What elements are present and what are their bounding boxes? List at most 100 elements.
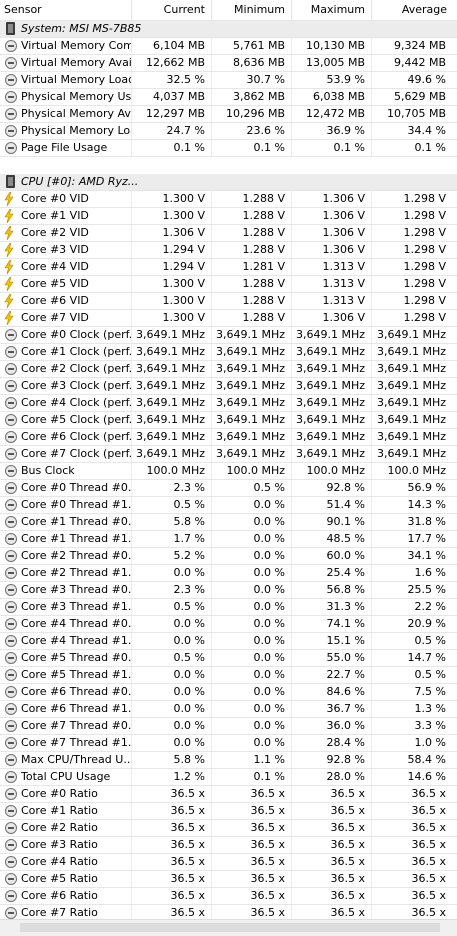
sensor-average: 1.298 V bbox=[403, 294, 446, 307]
sensor-row[interactable]: Page File Usage 0.1 % 0.1 % 0.1 % 0.1 % bbox=[0, 140, 457, 157]
gauge-icon bbox=[5, 125, 17, 137]
sensor-average: 3,649.1 MHz bbox=[376, 396, 446, 409]
sensor-row[interactable]: Core #2 Clock (perf... 3,649.1 MHz 3,649.1… bbox=[0, 361, 457, 378]
sensor-name: Core #6 Thread #0... bbox=[0, 684, 132, 700]
sensor-row[interactable]: Total CPU Usage 1.2 % 0.1 % 28.0 % 14.6 % bbox=[0, 769, 457, 786]
sensor-row[interactable]: Core #7 Thread #1... 0.0 % 0.0 % 28.4 % 1.0 … bbox=[0, 735, 457, 752]
sensor-current: 1.7 % bbox=[132, 531, 212, 547]
sensor-row[interactable]: Core #1 Clock (perf... 3,649.1 MHz 3,649.1… bbox=[0, 344, 457, 361]
sensor-row[interactable]: Core #3 Thread #0... 2.3 % 0.0 % 56.8 % 25.5… bbox=[0, 582, 457, 599]
sensor-row[interactable]: Core #1 Thread #0... 5.8 % 0.0 % 90.1 % 31.8… bbox=[0, 514, 457, 531]
sensor-current: 1.306 V bbox=[132, 225, 212, 241]
sensor-row[interactable]: Core #1 Thread #1... 1.7 % 0.0 % 48.5 % 17.7… bbox=[0, 531, 457, 548]
sensor-row[interactable]: Core #6 Thread #0... 0.0 % 0.0 % 84.6 % 7.5 … bbox=[0, 684, 457, 701]
sensor-minimum: 0.5 % bbox=[212, 480, 292, 496]
sensor-row[interactable]: Core #4 Clock (perf... 3,649.1 MHz 3,649.1… bbox=[0, 395, 457, 412]
sensor-name: Core #7 Clock (perf... bbox=[0, 446, 132, 462]
spacer-row bbox=[0, 157, 457, 174]
sensor-current: 36.5 x bbox=[132, 905, 212, 921]
sensor-maximum: 74.1 % bbox=[292, 616, 372, 632]
sensor-maximum: 6,038 MB bbox=[292, 89, 372, 105]
sensor-row[interactable]: Core #7 Thread #0... 0.0 % 0.0 % 36.0 % 3.3 … bbox=[0, 718, 457, 735]
sensor-row[interactable]: Core #2 Ratio 36.5 x 36.5 x 36.5 x 36.5 x bbox=[0, 820, 457, 837]
sensor-maximum: 31.3 % bbox=[292, 599, 372, 615]
sensor-name: Core #7 Thread #1... bbox=[0, 735, 132, 751]
sensor-current: 0.5 % bbox=[132, 599, 212, 615]
sensor-row[interactable]: Core #6 Clock (perf... 3,649.1 MHz 3,649.1… bbox=[0, 429, 457, 446]
sensor-minimum: 36.5 x bbox=[212, 803, 292, 819]
sensor-minimum: 0.0 % bbox=[212, 565, 292, 581]
sensor-row[interactable]: Virtual Memory Com... 6,104 MB 5,761 MB 10,… bbox=[0, 38, 457, 55]
group-row[interactable]: CPU [#0]: AMD Ryz... bbox=[0, 174, 457, 191]
group-label: CPU [#0]: AMD Ryz... bbox=[21, 175, 139, 188]
sensor-row[interactable]: Core #5 Ratio 36.5 x 36.5 x 36.5 x 36.5 x bbox=[0, 871, 457, 888]
sensor-row[interactable]: Core #3 Clock (perf... 3,649.1 MHz 3,649.1… bbox=[0, 378, 457, 395]
sensor-row[interactable]: Core #4 Thread #1... 0.0 % 0.0 % 15.1 % 0.5 … bbox=[0, 633, 457, 650]
sensor-name: Core #0 Clock (perf... bbox=[0, 327, 132, 343]
sensor-row[interactable]: Max CPU/Thread U... 5.8 % 1.1 % 92.8 % 58.4 … bbox=[0, 752, 457, 769]
sensor-current: 3,649.1 MHz bbox=[132, 344, 212, 360]
sensor-row[interactable]: Core #1 VID 1.300 V 1.288 V 1.306 V 1.298 V bbox=[0, 208, 457, 225]
sensor-current: 2.3 % bbox=[132, 480, 212, 496]
sensor-row[interactable]: Core #0 Thread #1... 0.5 % 0.0 % 51.4 % 14.3… bbox=[0, 497, 457, 514]
sensor-row[interactable]: Core #0 Clock (perf... 3,649.1 MHz 3,649.1… bbox=[0, 327, 457, 344]
sensor-maximum: 36.9 % bbox=[292, 123, 372, 139]
sensor-row[interactable]: Virtual Memory Avai... 12,662 MB 8,636 MB 1… bbox=[0, 55, 457, 72]
sensor-row[interactable]: Physical Memory Load 24.7 % 23.6 % 36.9 % 34… bbox=[0, 123, 457, 140]
sensor-name: Core #7 Ratio bbox=[0, 905, 132, 921]
sensor-row[interactable]: Core #2 Thread #1... 0.0 % 0.0 % 25.4 % 1.6 … bbox=[0, 565, 457, 582]
sensor-row[interactable]: Core #4 Ratio 36.5 x 36.5 x 36.5 x 36.5 x bbox=[0, 854, 457, 871]
horizontal-scrollbar[interactable] bbox=[0, 919, 457, 936]
gauge-icon bbox=[5, 652, 17, 664]
sensor-row[interactable]: Virtual Memory Load 32.5 % 30.7 % 53.9 % 49.… bbox=[0, 72, 457, 89]
sensor-row[interactable]: Core #4 VID 1.294 V 1.281 V 1.313 V 1.298 V bbox=[0, 259, 457, 276]
sensor-row[interactable]: Core #5 VID 1.300 V 1.288 V 1.313 V 1.298 V bbox=[0, 276, 457, 293]
sensor-row[interactable]: Core #7 VID 1.300 V 1.288 V 1.306 V 1.298 V bbox=[0, 310, 457, 327]
sensor-row[interactable]: Core #3 Thread #1... 0.5 % 0.0 % 31.3 % 2.2 … bbox=[0, 599, 457, 616]
column-header-sensor[interactable]: Sensor bbox=[0, 0, 132, 20]
sensor-current: 5.8 % bbox=[132, 514, 212, 530]
sensor-name: Core #3 Clock (perf... bbox=[0, 378, 132, 394]
column-header-minimum[interactable]: Minimum bbox=[212, 0, 292, 20]
chip-icon bbox=[6, 175, 15, 188]
sensor-maximum: 36.7 % bbox=[292, 701, 372, 717]
sensor-row[interactable]: Core #6 Ratio 36.5 x 36.5 x 36.5 x 36.5 x bbox=[0, 888, 457, 905]
sensor-row[interactable]: Core #2 Thread #0... 5.2 % 0.0 % 60.0 % 34.1… bbox=[0, 548, 457, 565]
group-row[interactable]: System: MSI MS-7B85 bbox=[0, 21, 457, 38]
gauge-icon bbox=[5, 91, 17, 103]
sensor-maximum: 90.1 % bbox=[292, 514, 372, 530]
column-header-average[interactable]: Average bbox=[401, 3, 447, 16]
sensor-row[interactable]: Core #5 Clock (perf... 3,649.1 MHz 3,649.1… bbox=[0, 412, 457, 429]
gauge-icon bbox=[5, 805, 17, 817]
sensor-row[interactable]: Core #0 Ratio 36.5 x 36.5 x 36.5 x 36.5 x bbox=[0, 786, 457, 803]
sensor-average: 3.3 % bbox=[414, 719, 446, 732]
column-header-current[interactable]: Current bbox=[132, 0, 212, 20]
sensor-row[interactable]: Physical Memory Av... 12,297 MB 10,296 MB 1… bbox=[0, 106, 457, 123]
sensor-name: Core #0 Thread #1... bbox=[0, 497, 132, 513]
sensor-row[interactable]: Core #6 VID 1.300 V 1.288 V 1.313 V 1.298 V bbox=[0, 293, 457, 310]
sensor-row[interactable]: Bus Clock 100.0 MHz 100.0 MHz 100.0 MHz 100.… bbox=[0, 463, 457, 480]
sensor-row[interactable]: Core #2 VID 1.306 V 1.288 V 1.306 V 1.298 V bbox=[0, 225, 457, 242]
sensor-current: 24.7 % bbox=[132, 123, 212, 139]
sensor-row[interactable]: Core #0 Thread #0... 2.3 % 0.5 % 92.8 % 56.9… bbox=[0, 480, 457, 497]
sensor-row[interactable]: Core #6 Thread #1... 0.0 % 0.0 % 36.7 % 1.3 … bbox=[0, 701, 457, 718]
sensor-row[interactable]: Core #0 VID 1.300 V 1.288 V 1.306 V 1.298 V bbox=[0, 191, 457, 208]
sensor-row[interactable]: Core #3 Ratio 36.5 x 36.5 x 36.5 x 36.5 x bbox=[0, 837, 457, 854]
sensor-name: Virtual Memory Load bbox=[0, 72, 132, 88]
sensor-name: Core #1 Ratio bbox=[0, 803, 132, 819]
sensor-current: 36.5 x bbox=[132, 786, 212, 802]
sensor-row[interactable]: Core #3 VID 1.294 V 1.288 V 1.306 V 1.298 V bbox=[0, 242, 457, 259]
sensor-row[interactable]: Core #1 Ratio 36.5 x 36.5 x 36.5 x 36.5 x bbox=[0, 803, 457, 820]
gauge-icon bbox=[5, 890, 17, 902]
sensor-current: 0.1 % bbox=[132, 140, 212, 156]
sensor-name: Core #5 VID bbox=[0, 276, 132, 292]
sensor-name: Core #6 Clock (perf... bbox=[0, 429, 132, 445]
sensor-row[interactable]: Core #5 Thread #1... 0.0 % 0.0 % 22.7 % 0.5 … bbox=[0, 667, 457, 684]
sensor-row[interactable]: Core #4 Thread #0... 0.0 % 0.0 % 74.1 % 20.9… bbox=[0, 616, 457, 633]
sensor-row[interactable]: Core #5 Thread #0... 0.5 % 0.0 % 55.0 % 14.7… bbox=[0, 650, 457, 667]
sensor-row[interactable]: Core #7 Clock (perf... 3,649.1 MHz 3,649.1… bbox=[0, 446, 457, 463]
sensor-row[interactable]: Physical Memory Used4,037 MB3,862 MB6,03… bbox=[0, 89, 457, 106]
sensor-maximum: 36.5 x bbox=[292, 786, 372, 802]
scrollbar-thumb[interactable] bbox=[20, 923, 440, 932]
column-header-maximum[interactable]: Maximum bbox=[292, 0, 372, 20]
